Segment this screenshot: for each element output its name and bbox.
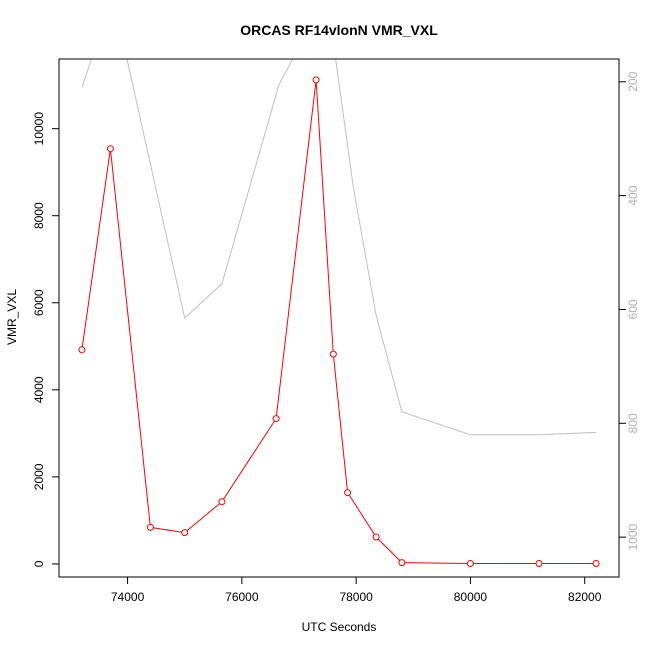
data-point <box>181 529 189 537</box>
primary-series <box>78 76 600 567</box>
y-tick-label: 4000 <box>32 376 46 403</box>
axes: 74000 76000 78000 80000 82000 0 2000 4000 6000 80… <box>32 71 640 604</box>
data-point <box>146 523 154 531</box>
y2-tick-label: 600 <box>626 299 640 319</box>
data-point <box>398 559 406 567</box>
y-tick-label: 2000 <box>32 463 46 490</box>
data-point <box>78 346 86 354</box>
y2-tick-label: 800 <box>626 413 640 433</box>
data-point <box>466 560 474 567</box>
y-axis-label: VMR_VXL <box>5 289 19 345</box>
x-tick-label: 74000 <box>111 590 145 604</box>
data-point <box>535 560 543 567</box>
data-point <box>272 415 280 423</box>
data-point <box>106 145 114 153</box>
data-point <box>592 560 600 567</box>
chart-title: ORCAS RF14vlonN VMR_VXL <box>240 22 438 38</box>
y-tick-label: 6000 <box>32 289 46 316</box>
secondary-series-line <box>81 59 597 436</box>
y-tick-label: 0 <box>32 560 46 567</box>
data-point <box>372 533 380 541</box>
secondary-series <box>81 59 597 436</box>
data-point <box>344 489 352 497</box>
x-axis-label: UTC Seconds <box>302 620 377 634</box>
y-tick-label: 8000 <box>32 202 46 229</box>
plot-frame <box>58 58 620 578</box>
x-tick-label: 80000 <box>454 590 488 604</box>
primary-series-line <box>81 79 597 564</box>
y-tick-label: 10000 <box>32 112 46 146</box>
x-tick-label: 78000 <box>339 590 373 604</box>
x-tick-label: 76000 <box>225 590 259 604</box>
y2-tick-label: 400 <box>626 185 640 205</box>
data-point <box>218 498 226 506</box>
data-point <box>329 350 337 358</box>
y2-tick-label: 200 <box>626 71 640 91</box>
x-tick-label: 82000 <box>568 590 602 604</box>
data-point <box>312 76 320 84</box>
y2-tick-label: 1000 <box>626 523 640 550</box>
